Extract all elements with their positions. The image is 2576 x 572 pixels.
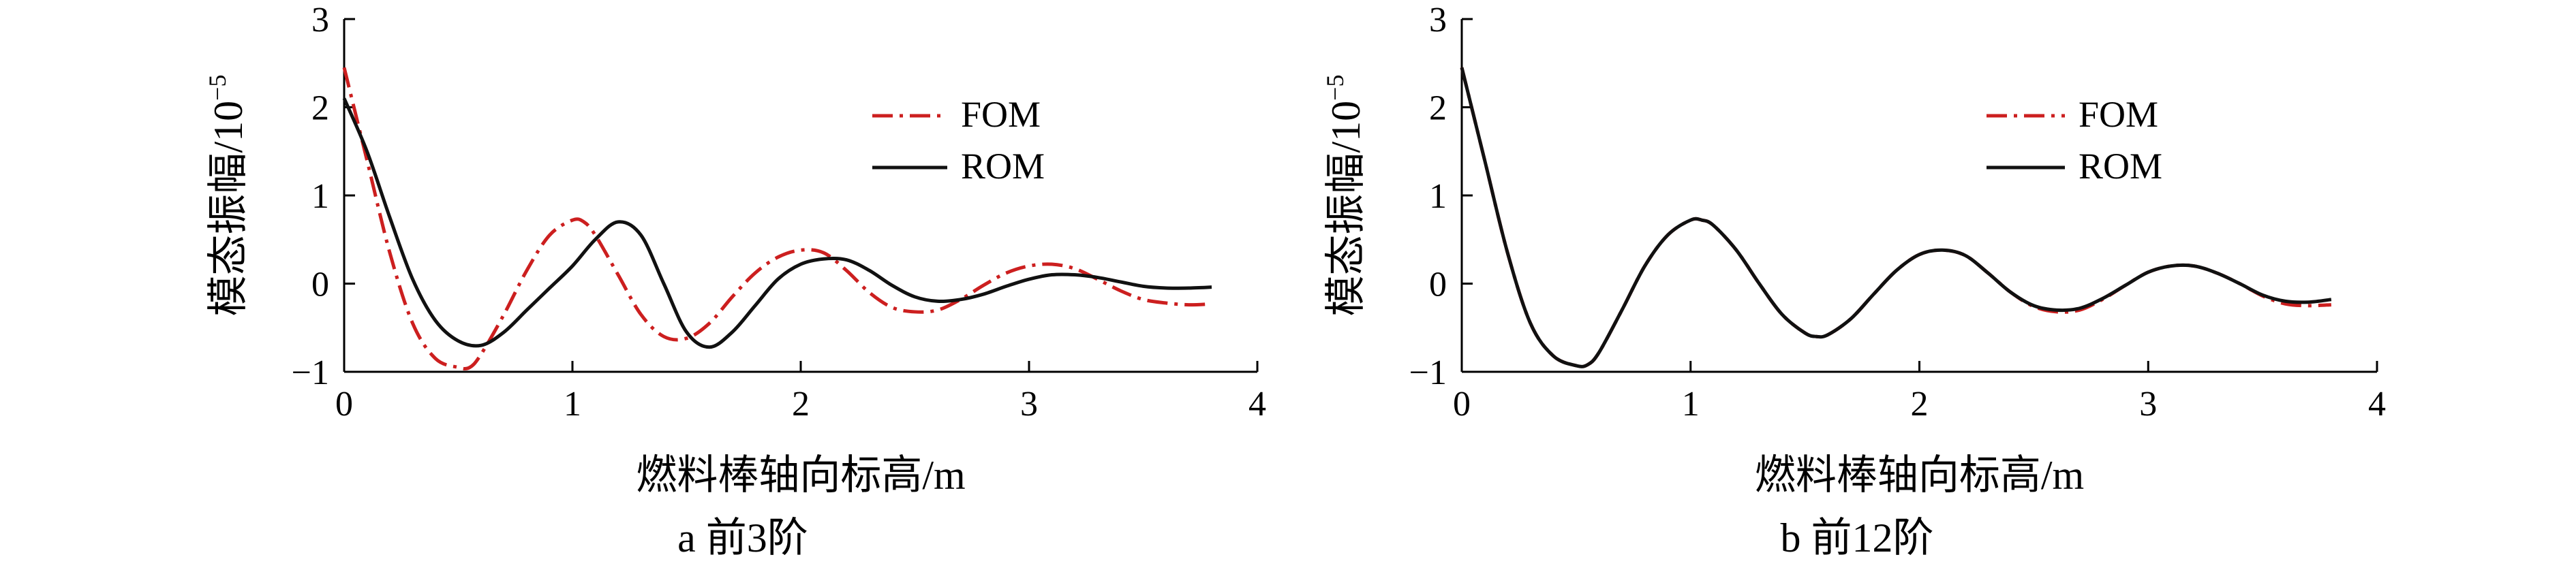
legend-label-fom: FOM bbox=[961, 94, 1041, 135]
y-axis-label-exponent: −5 bbox=[204, 75, 231, 101]
legend-label-rom: ROM bbox=[961, 146, 1045, 187]
x-tick-label: 3 bbox=[2139, 385, 2157, 424]
y-tick-label: 0 bbox=[1429, 266, 1447, 304]
x-tick-label: 0 bbox=[1453, 385, 1471, 424]
x-tick-label: 0 bbox=[335, 385, 353, 424]
x-tick-label: 1 bbox=[1682, 385, 1700, 424]
y-axis-label: 模态振幅/10−5 bbox=[204, 75, 251, 317]
panel-caption: b 前12阶 bbox=[1781, 515, 1934, 560]
y-tick-label: 3 bbox=[311, 1, 329, 39]
x-tick-label: 4 bbox=[2368, 385, 2386, 424]
series-line-rom bbox=[342, 97, 1212, 349]
legend-label-rom: ROM bbox=[2079, 146, 2162, 187]
y-tick-label: 0 bbox=[311, 266, 329, 304]
y-axis-label-text: 模态振幅/10 bbox=[1323, 101, 1368, 317]
x-axis-label: 燃料棒轴向标高/m bbox=[1755, 453, 2084, 498]
y-tick-label: 2 bbox=[1429, 89, 1447, 128]
y-tick-label: −1 bbox=[1409, 353, 1447, 392]
y-tick-label: 1 bbox=[1429, 177, 1447, 216]
x-tick-label: 2 bbox=[1911, 385, 1929, 424]
series-line-fom bbox=[1460, 67, 2331, 368]
x-axis-label: 燃料棒轴向标高/m bbox=[636, 453, 965, 498]
x-tick-label: 3 bbox=[1020, 385, 1038, 424]
y-tick-label: 3 bbox=[1429, 1, 1447, 39]
legend-label-fom: FOM bbox=[2079, 94, 2158, 135]
series-line-rom bbox=[1460, 67, 2332, 368]
x-tick-label: 4 bbox=[1248, 385, 1266, 424]
panel-caption: a 前3阶 bbox=[677, 515, 808, 560]
series-line-fom bbox=[342, 67, 1212, 371]
y-axis-label-exponent: −5 bbox=[1321, 75, 1349, 101]
y-tick-label: 2 bbox=[311, 89, 329, 128]
y-tick-label: 1 bbox=[311, 177, 329, 216]
x-tick-label: 1 bbox=[564, 385, 581, 424]
y-axis-label: 模态振幅/10−5 bbox=[1321, 75, 1368, 317]
y-axis-label-text: 模态振幅/10 bbox=[206, 101, 251, 317]
x-tick-label: 2 bbox=[792, 385, 810, 424]
y-tick-label: −1 bbox=[292, 353, 329, 392]
